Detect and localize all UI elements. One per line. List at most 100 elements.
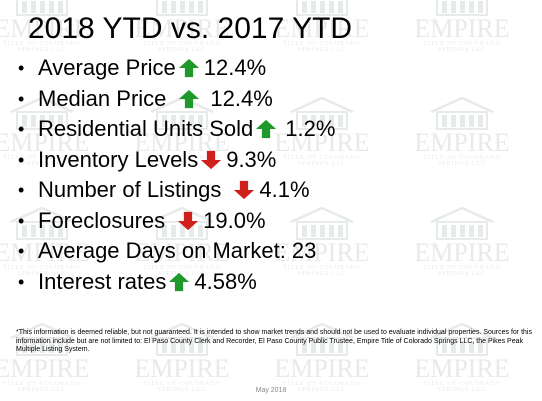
- empire-watermark-logo: EMPIRE TITLE OF COLORADO SPRINGS LLC: [268, 0, 376, 53]
- item-value: 1.2%: [285, 116, 336, 142]
- watermark-name: EMPIRE: [414, 354, 510, 383]
- bullet-dot: •: [18, 241, 25, 262]
- empire-watermark-logo: EMPIRE TITLE OF COLORADO SPRINGS LLC: [408, 322, 516, 393]
- watermark-name: EMPIRE: [0, 128, 90, 157]
- watermark-subtitle: TITLE OF COLORADO SPRINGS LLC: [143, 155, 221, 167]
- empire-watermark-logo: EMPIRE TITLE OF COLORADO SPRINGS LLC: [408, 0, 516, 53]
- house-logo-icon: [16, 0, 68, 16]
- house-logo-icon: [10, 96, 74, 130]
- watermark-name: EMPIRE: [0, 14, 90, 43]
- list-item-interest-rates: • Interest rates 4.58%: [18, 267, 335, 298]
- red-down-arrow-icon: [178, 211, 199, 230]
- item-value: 9.3%: [226, 146, 277, 172]
- list-item-foreclosures: • Foreclosures 19.0%: [18, 206, 335, 237]
- watermark-subtitle: TITLE OF COLORADO SPRINGS LLC: [3, 41, 81, 53]
- item-label: Average Days on Market: 23: [38, 238, 317, 264]
- stats-list: • Average Price 12.4% • Median Price 12.4% •…: [18, 53, 335, 297]
- empire-watermark-logo: EMPIRE TITLE OF COLORADO SPRINGS LLC: [0, 0, 96, 53]
- house-logo-icon: [290, 322, 354, 356]
- bullet-dot: •: [18, 180, 25, 201]
- house-logo-icon: [290, 96, 354, 130]
- bullet-dot: •: [18, 58, 25, 79]
- bullet-dot: •: [18, 119, 25, 140]
- empire-watermark-logo: EMPIRE TITLE OF COLORADO SPRINGS LLC: [408, 206, 516, 277]
- list-item-median-price: • Median Price 12.4%: [18, 84, 335, 115]
- bullet-dot: •: [18, 271, 25, 292]
- watermark-name: EMPIRE: [274, 14, 370, 43]
- empire-watermark-logo: EMPIRE TITLE OF COLORADO SPRINGS LLC: [128, 0, 236, 53]
- watermark-subtitle: TITLE OF COLORADO SPRINGS LLC: [423, 41, 501, 53]
- footer-date: May 2018: [255, 387, 287, 394]
- list-item-average-price: • Average Price 12.4%: [18, 53, 335, 84]
- disclaimer-text: *This information is deemed reliable, bu…: [16, 329, 532, 354]
- watermark-name: EMPIRE: [134, 238, 230, 267]
- watermark-subtitle: TITLE OF COLORADO SPRINGS LLC: [283, 381, 361, 393]
- empire-watermark-logo: EMPIRE TITLE OF COLORADO SPRINGS LLC: [408, 96, 516, 167]
- item-value: 12.4%: [203, 55, 267, 81]
- watermark-name: EMPIRE: [274, 238, 370, 267]
- watermark-name: EMPIRE: [134, 14, 230, 43]
- watermark-subtitle: TITLE OF COLORADO SPRINGS LLC: [423, 265, 501, 277]
- watermark-subtitle: TITLE OF COLORADO SPRINGS LLC: [423, 381, 501, 393]
- list-item-number-of-listings: • Number of Listings 4.1%: [18, 175, 335, 206]
- watermark-subtitle: TITLE OF COLORADO SPRINGS LLC: [283, 265, 361, 277]
- list-item-inventory-levels: • Inventory Levels 9.3%: [18, 145, 335, 176]
- watermark-name: EMPIRE: [0, 354, 90, 383]
- watermark-subtitle: TITLE OF COLORADO SPRINGS LLC: [3, 155, 81, 167]
- watermark-name: EMPIRE: [414, 128, 510, 157]
- house-logo-icon: [290, 206, 354, 240]
- watermark-subtitle: TITLE OF COLORADO SPRINGS LLC: [3, 381, 81, 393]
- empire-watermark-logo: EMPIRE TITLE OF COLORADO SPRINGS LLC: [0, 322, 96, 393]
- red-down-arrow-icon: [234, 181, 255, 200]
- watermark-name: EMPIRE: [414, 14, 510, 43]
- item-label: Inventory Levels: [38, 146, 199, 172]
- watermark-subtitle: TITLE OF COLORADO SPRINGS LLC: [3, 265, 81, 277]
- house-logo-icon: [10, 322, 74, 356]
- list-item-residential-units-sold: • Residential Units Sold 1.2%: [18, 114, 335, 145]
- item-label: Number of Listings: [38, 177, 222, 203]
- watermark-subtitle: TITLE OF COLORADO SPRINGS LLC: [143, 265, 221, 277]
- list-item-average-days-on-market: • Average Days on Market: 23: [18, 236, 335, 267]
- empire-watermark-logo: EMPIRE TITLE OF COLORADO SPRINGS LLC: [268, 206, 376, 277]
- house-logo-icon: [436, 0, 488, 16]
- green-up-arrow-icon: [178, 59, 199, 78]
- empire-watermark-logo: EMPIRE TITLE OF COLORADO SPRINGS LLC: [128, 322, 236, 393]
- item-label: Foreclosures: [38, 207, 166, 233]
- empire-watermark-logo: EMPIRE TITLE OF COLORADO SPRINGS LLC: [0, 96, 96, 167]
- house-logo-icon: [150, 322, 214, 356]
- watermark-name: EMPIRE: [414, 238, 510, 267]
- bullet-dot: •: [18, 88, 25, 109]
- bullet-dot: •: [18, 149, 25, 170]
- slide-title: 2018 YTD vs. 2017 YTD: [28, 12, 353, 45]
- item-label: Residential Units Sold: [38, 116, 254, 142]
- empire-watermark-logo: EMPIRE TITLE OF COLORADO SPRINGS LLC: [268, 322, 376, 393]
- green-up-arrow-icon: [256, 120, 277, 139]
- item-value: 4.58%: [194, 268, 257, 294]
- bullet-dot: •: [18, 210, 25, 231]
- watermark-name: EMPIRE: [274, 128, 370, 157]
- watermark-name: EMPIRE: [0, 238, 90, 267]
- house-logo-icon: [156, 0, 208, 16]
- empire-watermark-logo: EMPIRE TITLE OF COLORADO SPRINGS LLC: [128, 206, 236, 277]
- item-label: Average Price: [38, 55, 176, 81]
- watermark-name: EMPIRE: [274, 354, 370, 383]
- item-value: 4.1%: [259, 177, 310, 203]
- watermark-subtitle: TITLE OF COLORADO SPRINGS LLC: [143, 41, 221, 53]
- house-logo-icon: [430, 206, 494, 240]
- item-value: 19.0%: [203, 207, 266, 233]
- empire-watermark-logo: EMPIRE TITLE OF COLORADO SPRINGS LLC: [0, 206, 96, 277]
- item-label: Interest rates: [38, 268, 167, 294]
- house-logo-icon: [430, 322, 494, 356]
- item-label: Median Price: [38, 85, 167, 111]
- item-value: 12.4%: [210, 85, 273, 111]
- watermark-name: EMPIRE: [134, 354, 230, 383]
- watermark-subtitle: TITLE OF COLORADO SPRINGS LLC: [423, 155, 501, 167]
- red-down-arrow-icon: [201, 150, 222, 169]
- house-logo-icon: [296, 0, 348, 16]
- house-logo-icon: [10, 206, 74, 240]
- empire-watermark-logo: EMPIRE TITLE OF COLORADO SPRINGS LLC: [268, 96, 376, 167]
- watermark-subtitle: TITLE OF COLORADO SPRINGS LLC: [283, 155, 361, 167]
- green-up-arrow-icon: [179, 89, 200, 108]
